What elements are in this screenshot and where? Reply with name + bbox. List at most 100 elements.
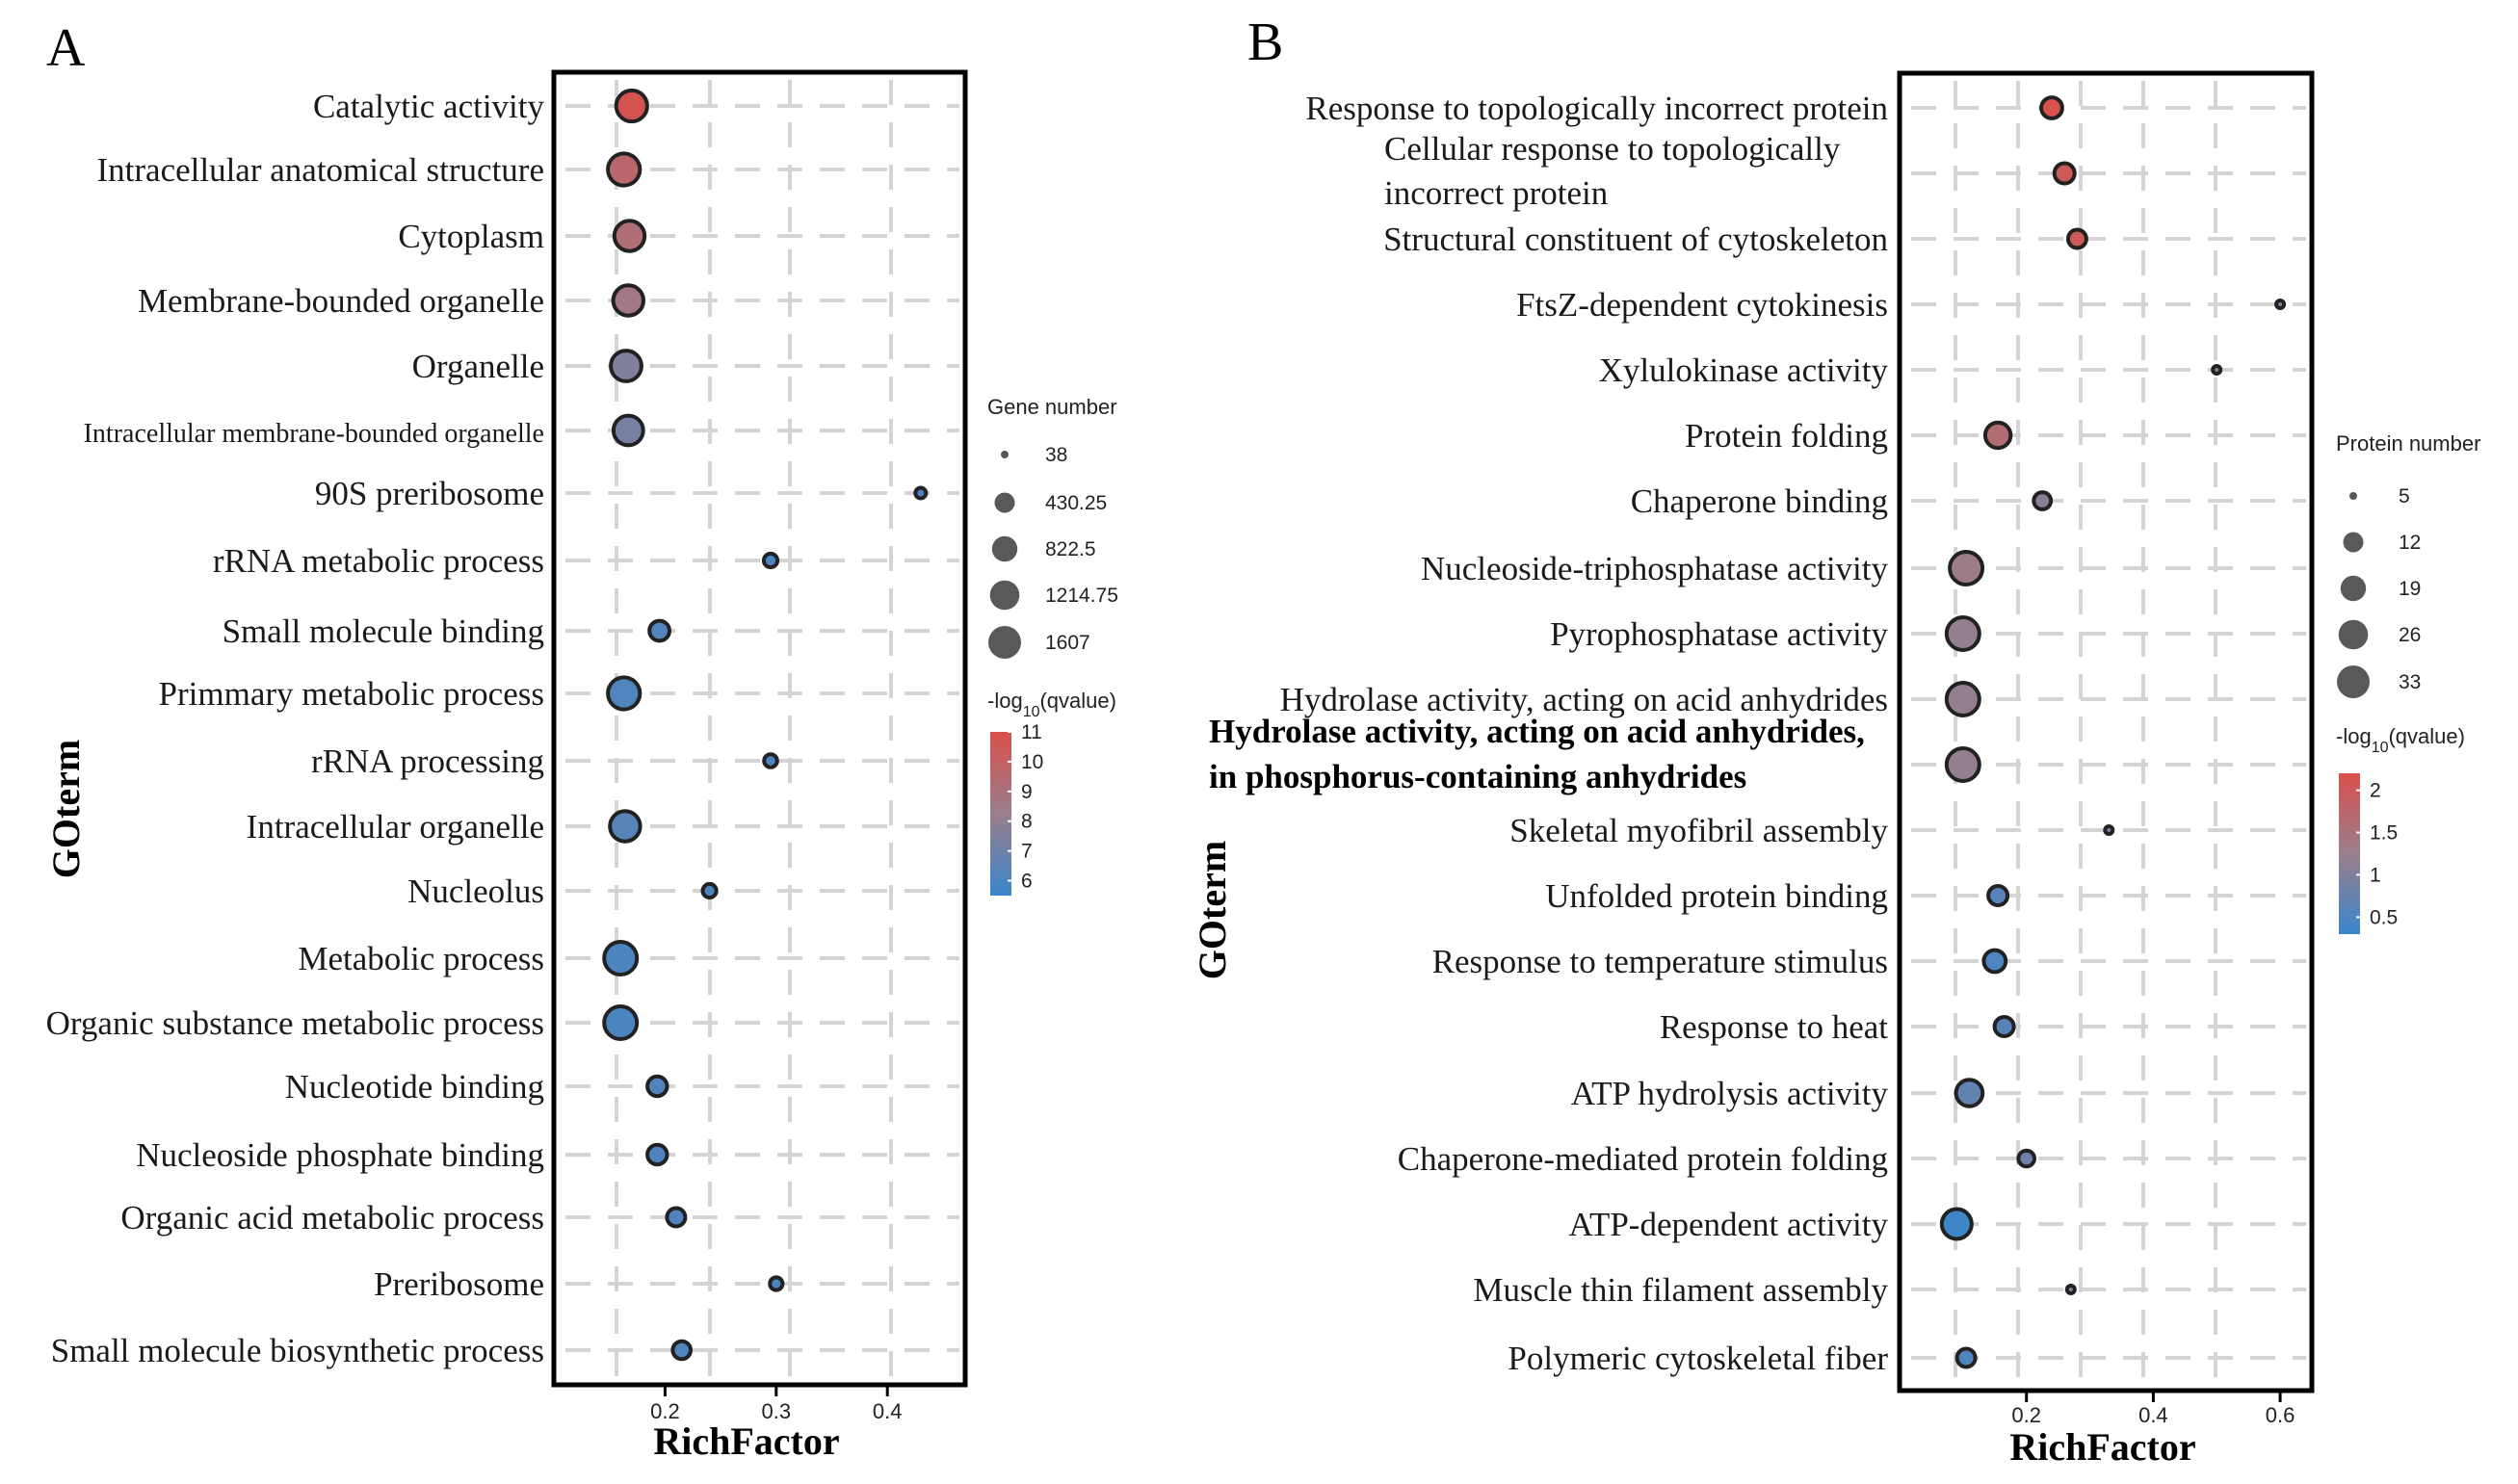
panel-b-grid: [1911, 81, 2306, 1383]
panel-a-grid: [565, 80, 959, 1377]
panel-b-ylabel: GOterm: [1191, 841, 1234, 979]
data-point: [2064, 1284, 2077, 1295]
data-point: [609, 349, 643, 383]
colorbar: [990, 732, 1011, 896]
panel-a-xlabel: RichFactor: [653, 1419, 839, 1463]
size-legend-title: Gene number: [987, 395, 1117, 419]
size-legend-label: 1214.75: [1045, 585, 1118, 607]
data-point: [2103, 824, 2115, 836]
data-point: [762, 752, 779, 769]
term-label: Muscle thin filament assembly: [1473, 1271, 1888, 1309]
term-label: Membrane-bounded organelle: [138, 282, 544, 320]
term-label: Pyrophosphatase activity: [1550, 615, 1888, 653]
size-legend-dot: [991, 535, 1018, 562]
data-point: [602, 1004, 640, 1041]
term-label: rRNA metabolic process: [213, 542, 544, 580]
panel-b-points: [1939, 95, 2287, 1369]
colorbar-tick-label: 1: [2370, 864, 2381, 886]
data-point: [2016, 1148, 2036, 1169]
term-label-line: incorrect protein: [1384, 174, 1608, 212]
term-label: 90S preribosome: [315, 475, 544, 512]
term-label: Xylulokinase activity: [1599, 351, 1889, 389]
data-point: [670, 1339, 694, 1362]
term-label-line: Cellular response to topologically: [1384, 130, 1841, 168]
colorbar-tick-label: 1.5: [2370, 822, 2398, 845]
size-legend-dot: [1001, 451, 1009, 458]
term-label: Primmary metabolic process: [159, 675, 544, 713]
colorbar-tick-label: 6: [1021, 871, 1033, 893]
term-label: Intracellular organelle: [247, 808, 544, 846]
colorbar-tick-label: 0.5: [2370, 906, 2398, 928]
data-point: [1992, 1015, 2016, 1038]
panel-b-color-legend: -log10(qvalue) 2 1.5 1 0.5: [2336, 724, 2465, 934]
colorbar: [2339, 773, 2360, 934]
size-legend-label: 38: [1045, 444, 1067, 466]
data-point: [2052, 161, 2077, 186]
panel-a-label: A: [46, 18, 86, 78]
data-point: [2065, 227, 2088, 250]
data-point: [647, 618, 671, 643]
panel-b: B Response to topologically incorrect pr…: [1191, 13, 2480, 1469]
panel-b-term-labels: Response to topologically incorrect prot…: [1209, 90, 1888, 1377]
panel-a-term-labels: Catalytic activity Intracellular anatomic…: [46, 88, 545, 1369]
term-label-line: Hydrolase activity, acting on acid anhyd…: [1209, 713, 1865, 750]
term-label: Polymeric cytoskeletal fiber: [1508, 1340, 1888, 1377]
size-legend-dot: [989, 580, 1020, 611]
term-label: Nucleolus: [407, 872, 544, 910]
data-point: [1954, 1346, 1978, 1369]
x-tick-label: 0.2: [2011, 1403, 2041, 1427]
data-point: [1944, 615, 1981, 652]
panel-a: A Catalytic activity Intracellular anatom…: [44, 18, 1118, 1463]
size-legend-dot: [2340, 575, 2367, 602]
size-legend-label: 33: [2399, 671, 2421, 693]
color-legend-title: -log10(qvalue): [987, 689, 1116, 720]
panel-a-xticks: 0.2 0.3 0.4: [650, 1387, 903, 1423]
data-point: [612, 219, 647, 253]
data-point: [2039, 95, 2064, 120]
term-label: Nucleoside phosphate binding: [136, 1136, 544, 1174]
term-label: Metabolic process: [298, 940, 544, 977]
term-label: Nucleoside-triphosphatase activity: [1421, 550, 1888, 587]
x-tick-label: 0.2: [650, 1399, 680, 1423]
colorbar-tick-label: 10: [1021, 751, 1043, 773]
colorbar-tick-label: 2: [2370, 780, 2381, 802]
size-legend-dot: [2343, 532, 2364, 553]
term-label: Intracellular membrane-bounded organelle: [84, 419, 544, 449]
data-point: [665, 1206, 688, 1229]
data-point: [700, 881, 719, 900]
size-legend-label: 1607: [1045, 632, 1090, 654]
x-tick-label: 0.6: [2266, 1403, 2295, 1427]
term-label: FtsZ-dependent cytokinesis: [1516, 286, 1888, 324]
data-point: [611, 413, 645, 448]
data-point: [1982, 420, 2013, 451]
term-label: Response to topologically incorrect prot…: [1305, 90, 1888, 127]
size-legend-label: 12: [2399, 532, 2421, 554]
panel-a-points: [602, 88, 929, 1362]
term-label: Structural constituent of cytoskeleton: [1383, 221, 1888, 258]
size-legend-dot: [2337, 665, 2370, 698]
data-point: [1939, 1207, 1974, 1241]
term-label: Catalytic activity: [313, 88, 545, 125]
colorbar-tick-label: 11: [1021, 721, 1042, 743]
term-label: Unfolded protein binding: [1545, 877, 1888, 915]
data-point: [2211, 364, 2223, 376]
panel-a-ylabel: GOterm: [44, 740, 88, 878]
size-legend-dot: [2338, 619, 2369, 650]
x-tick-label: 0.3: [762, 1399, 792, 1423]
term-label: Nucleotide binding: [285, 1068, 544, 1106]
x-tick-label: 0.4: [2138, 1403, 2168, 1427]
data-point: [645, 1074, 669, 1099]
size-legend-dot: [2349, 492, 2357, 500]
size-legend-title: Protein number: [2336, 431, 2480, 456]
size-legend-label: 822.5: [1045, 538, 1096, 560]
size-legend-label: 5: [2399, 485, 2410, 508]
size-legend-label: 26: [2399, 624, 2421, 646]
term-label: Response to temperature stimulus: [1432, 943, 1888, 980]
term-label: Organelle: [412, 348, 544, 385]
data-point: [2274, 299, 2287, 310]
term-label: Response to heat: [1660, 1008, 1888, 1046]
data-point: [645, 1142, 669, 1167]
term-label: Organic acid metabolic process: [120, 1199, 544, 1237]
term-label: ATP-dependent activity: [1569, 1206, 1889, 1243]
panel-a-frame: [551, 69, 968, 1388]
